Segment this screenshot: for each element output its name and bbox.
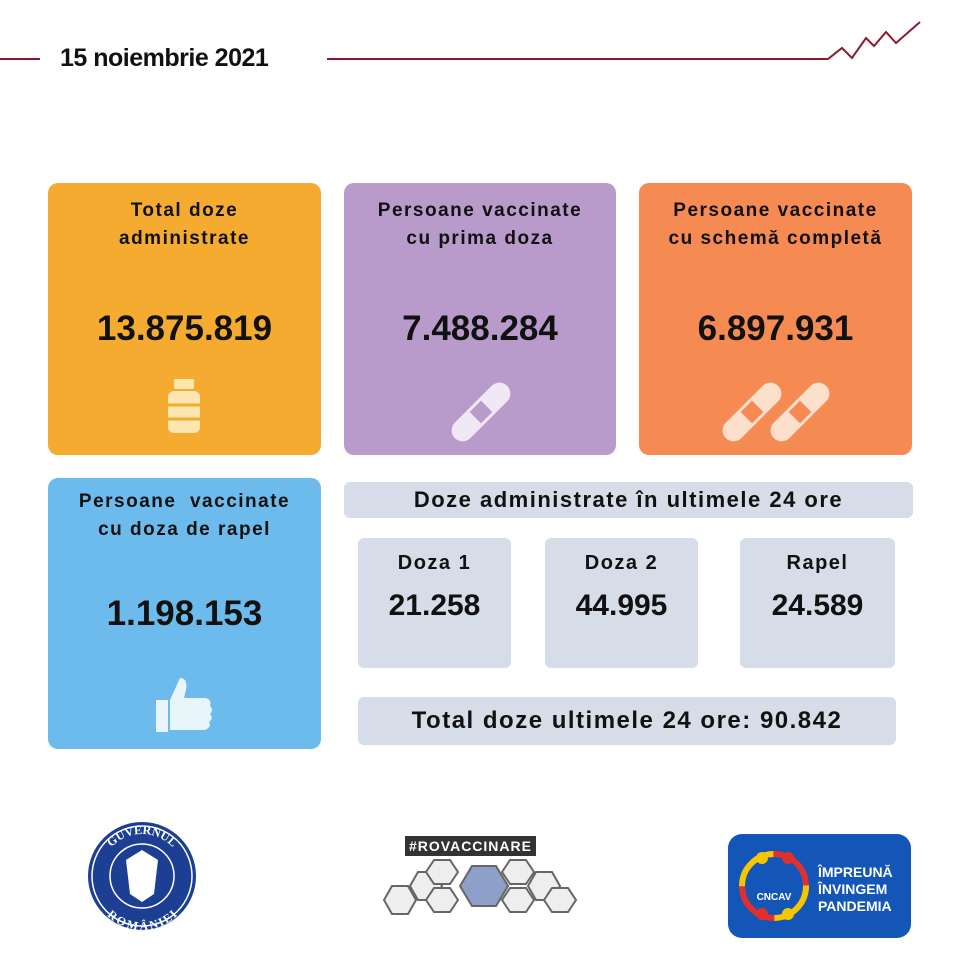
logo-text: PANDEMIA (818, 898, 892, 914)
last24-total: Total doze ultimele 24 ore: 90.842 (358, 697, 896, 745)
thumbs-up-icon (156, 678, 212, 732)
cncav-circle-logo: CNCAV (739, 851, 809, 921)
card-subtitle: cu doza de rapel (98, 519, 271, 540)
card-value: 13.875.819 (96, 309, 273, 348)
card-title: Total doze (130, 200, 239, 221)
date-label: 15 noiembrie 2021 (60, 44, 269, 72)
card-title: Persoane vaccinate (673, 200, 878, 221)
dose2-box: Doza 2 44.995 (545, 538, 698, 668)
card-booster: Persoane vaccinate cu doza de rapel 1.198… (48, 478, 321, 749)
dose-label: Doza 2 (584, 552, 659, 574)
bandage-icon (451, 382, 511, 442)
card-title: Persoane vaccinate (377, 200, 583, 221)
dose-label: Doza 1 (397, 552, 472, 574)
logo-text: ÎMPREUNĂ (818, 864, 893, 880)
card-subtitle: administrate (119, 228, 250, 249)
cncav-logo: CNCAV ÎMPREUNĂ ÎNVINGEM PANDEMIA (728, 834, 911, 938)
booster-box: Rapel 24.589 (740, 538, 895, 668)
government-seal-logo: GUVERNUL ROMÂNIEI (88, 822, 196, 932)
rovaccinare-logo-text: #ROVACCINARE (405, 836, 536, 856)
card-value: 6.897.931 (697, 309, 854, 348)
dose-label: Rapel (786, 552, 849, 574)
last24-heading: Doze administrate în ultimele 24 ore (344, 482, 913, 518)
header-line (0, 21, 921, 60)
card-subtitle: cu schemă completă (668, 228, 883, 249)
card-complete-scheme: Persoane vaccinate cu schemă completă 6.8… (639, 183, 912, 455)
card-subtitle: cu prima doza (406, 228, 554, 249)
dose-value: 44.995 (575, 589, 668, 622)
dose-value: 24.589 (771, 589, 864, 622)
svg-text:CNCAV: CNCAV (757, 892, 792, 903)
two-bandages-icon (722, 382, 830, 442)
card-first-dose: Persoane vaccinate cu prima doza 7.488.28… (344, 183, 616, 455)
card-total-doses: Total doze administrate 13.875.819 (48, 183, 321, 455)
vaccine-vial-icon (168, 379, 200, 433)
dose-value: 21.258 (388, 589, 481, 622)
logo-text: ÎNVINGEM (818, 881, 888, 897)
card-title: Persoane vaccinate (78, 491, 291, 512)
rovaccinare-hexagons-logo (382, 859, 578, 915)
dose1-box: Doza 1 21.258 (358, 538, 511, 668)
card-value: 7.488.284 (402, 309, 558, 348)
card-value: 1.198.153 (106, 594, 263, 633)
